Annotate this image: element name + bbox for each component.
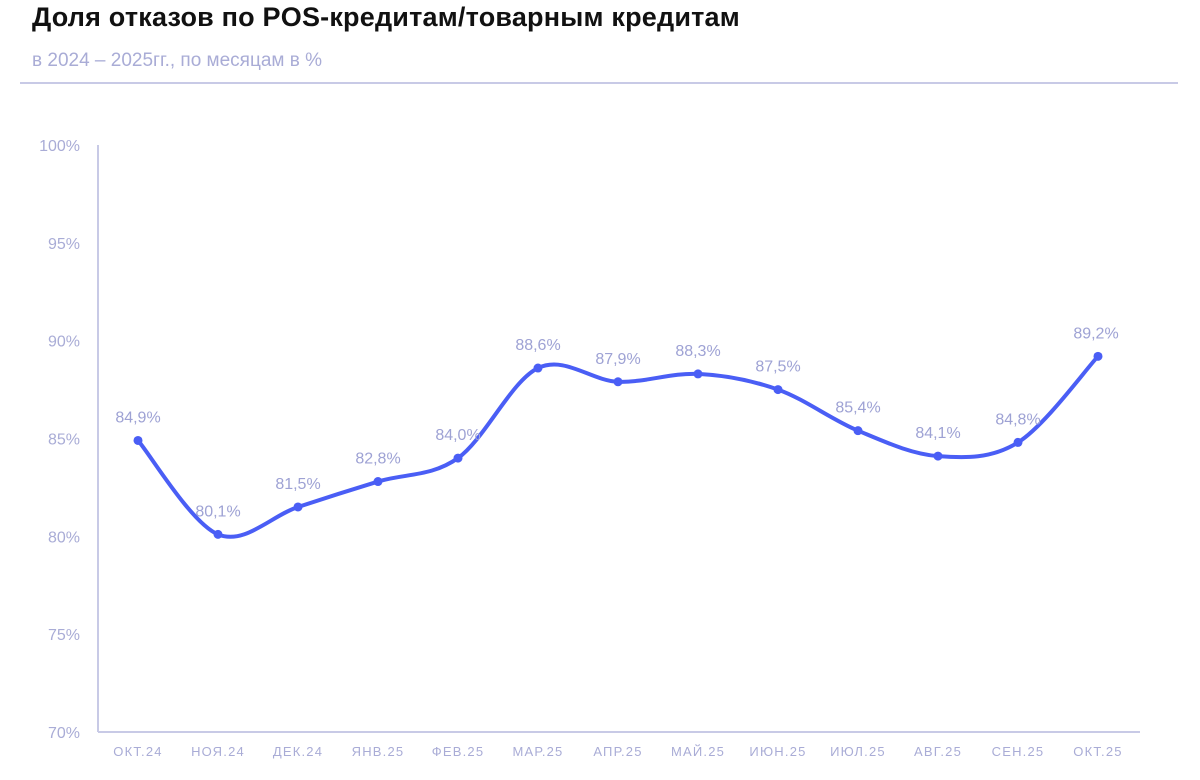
x-tick-label: ИЮЛ.25 [830,744,886,759]
data-label: 81,5% [275,476,320,493]
data-point [1013,437,1023,447]
chart-title: Доля отказов по POS-кредитам/товарным кр… [32,2,740,32]
data-point [533,363,543,373]
x-tick-label: ДЕК.24 [273,744,323,759]
y-tick-label: 100% [39,138,80,155]
data-point [693,369,703,379]
data-label: 89,2% [1073,325,1118,342]
data-label: 84,8% [995,411,1040,428]
y-tick-label: 80% [48,529,80,546]
x-tick-label: МАЙ.25 [671,744,725,759]
x-tick-label: МАР.25 [513,744,564,759]
data-label: 84,9% [115,409,160,426]
data-point [213,529,223,539]
y-tick-label: 70% [48,725,80,742]
data-point [373,477,383,487]
y-tick-label: 75% [48,627,80,644]
data-label: 84,1% [915,425,960,442]
data-point [133,435,143,445]
data-label: 80,1% [195,503,240,520]
chart-subtitle: в 2024 – 2025гг., по месяцам в % [32,50,323,71]
data-point [933,451,943,461]
data-point [613,377,623,387]
x-tick-label: АВГ.25 [914,744,962,759]
data-point [453,453,463,463]
x-tick-label: ОКТ.25 [1073,744,1122,759]
x-tick-label: ОКТ.24 [113,744,162,759]
data-label: 87,5% [755,359,800,376]
data-label: 82,8% [355,451,400,468]
data-point [293,502,303,512]
header-divider [20,82,1178,84]
x-tick-label: ЯНВ.25 [352,744,405,759]
data-label: 84,0% [435,427,480,444]
x-tick-label: ИЮН.25 [749,744,806,759]
x-tick-label: НОЯ.24 [191,744,245,759]
x-tick-label: АПР.25 [593,744,642,759]
x-tick-label: ФЕВ.25 [432,744,485,759]
data-label: 88,6% [515,337,560,354]
data-point [853,426,863,436]
y-tick-label: 95% [48,236,80,253]
data-label: 88,3% [675,343,720,360]
y-tick-label: 90% [48,334,80,351]
x-tick-label: СЕН.25 [992,744,1045,759]
data-point [773,385,783,395]
data-label: 87,9% [595,351,640,368]
data-point [1093,351,1103,361]
y-tick-label: 85% [48,432,80,449]
data-label: 85,4% [835,400,880,417]
